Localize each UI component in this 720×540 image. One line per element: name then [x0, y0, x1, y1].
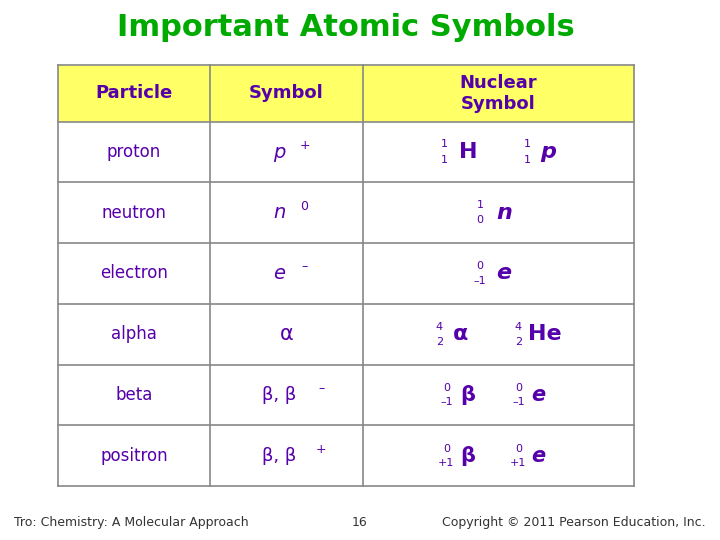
Bar	[210, 122, 363, 183]
Text: 1: 1	[523, 139, 531, 150]
Text: 1: 1	[441, 139, 448, 150]
Bar	[58, 364, 210, 426]
Bar	[58, 65, 210, 122]
Text: 0: 0	[443, 444, 450, 454]
Bar	[363, 65, 634, 122]
Text: Tro: Chemistry: A Molecular Approach: Tro: Chemistry: A Molecular Approach	[14, 516, 249, 529]
Text: 0: 0	[300, 200, 309, 213]
Text: Copyright © 2011 Pearson Education, Inc.: Copyright © 2011 Pearson Education, Inc.	[442, 516, 706, 529]
Text: +: +	[316, 443, 326, 456]
Text: e: e	[531, 385, 545, 405]
Text: H: H	[459, 142, 477, 162]
Text: 1: 1	[477, 200, 484, 210]
Text: electron: electron	[100, 265, 168, 282]
Bar	[58, 426, 210, 486]
Text: β: β	[461, 446, 475, 465]
Text: n: n	[273, 203, 286, 222]
Bar	[58, 183, 210, 243]
Bar	[210, 426, 363, 486]
Bar	[363, 426, 634, 486]
Text: 0: 0	[477, 215, 484, 225]
Text: α: α	[453, 324, 469, 344]
Text: +: +	[300, 139, 310, 152]
Text: p: p	[273, 143, 286, 161]
Text: 0: 0	[515, 383, 522, 393]
Text: 1: 1	[523, 154, 531, 165]
Text: β, β: β, β	[262, 447, 297, 464]
Text: +1: +1	[510, 458, 526, 468]
Text: –1: –1	[474, 276, 487, 286]
Text: Particle: Particle	[95, 84, 173, 102]
Bar	[210, 65, 363, 122]
Bar	[363, 122, 634, 183]
Text: 1: 1	[441, 154, 448, 165]
Text: 4: 4	[515, 322, 522, 332]
Text: neutron: neutron	[102, 204, 166, 222]
Text: Important Atomic Symbols: Important Atomic Symbols	[117, 12, 575, 42]
Bar	[210, 304, 363, 365]
Bar	[210, 364, 363, 426]
Text: proton: proton	[107, 143, 161, 161]
Text: Nuclear
Symbol: Nuclear Symbol	[459, 74, 537, 113]
Text: –1: –1	[512, 397, 525, 407]
Text: β, β: β, β	[262, 386, 297, 404]
Text: 0: 0	[515, 444, 522, 454]
Text: Symbol: Symbol	[249, 84, 324, 102]
Text: α: α	[279, 324, 294, 344]
Text: –1: –1	[440, 397, 453, 407]
Text: β: β	[461, 385, 475, 405]
Text: e: e	[496, 264, 512, 284]
Text: beta: beta	[115, 386, 153, 404]
Bar	[363, 183, 634, 243]
Bar	[210, 183, 363, 243]
Bar	[363, 364, 634, 426]
Text: 2: 2	[515, 337, 522, 347]
Text: positron: positron	[100, 447, 168, 464]
Bar	[210, 243, 363, 304]
Bar	[58, 304, 210, 365]
Text: 0: 0	[477, 261, 484, 271]
Text: e: e	[531, 446, 545, 465]
Text: p: p	[541, 142, 557, 162]
Bar	[58, 122, 210, 183]
Bar	[363, 304, 634, 365]
Text: 4: 4	[436, 322, 443, 332]
Text: n: n	[496, 202, 512, 222]
Text: alpha: alpha	[111, 325, 157, 343]
Text: 0: 0	[443, 383, 450, 393]
Text: –: –	[318, 382, 324, 395]
Text: +1: +1	[438, 458, 454, 468]
Text: 16: 16	[352, 516, 368, 529]
Text: He: He	[528, 324, 562, 344]
Text: 2: 2	[436, 337, 443, 347]
Text: –: –	[302, 260, 307, 273]
Bar	[363, 243, 634, 304]
Bar	[58, 243, 210, 304]
Text: e: e	[274, 264, 285, 283]
